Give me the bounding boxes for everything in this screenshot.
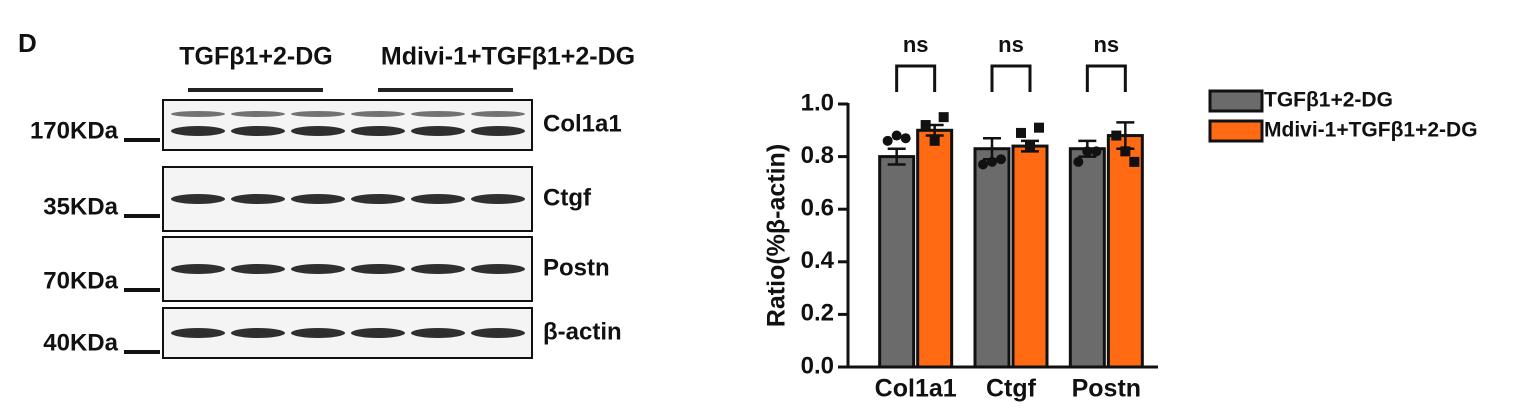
blot-band — [171, 328, 225, 338]
data-point — [987, 156, 997, 167]
y-tick-label: 0.8 — [801, 142, 834, 169]
error-bar — [887, 147, 906, 166]
protein-label: Ctgf — [543, 184, 592, 211]
y-tick-label: 0.4 — [801, 247, 835, 274]
marker-label: 70KDa — [43, 267, 118, 294]
data-point — [938, 112, 949, 123]
x-tick-label: Postn — [1072, 375, 1141, 403]
blot-band — [291, 111, 345, 117]
blot-box — [162, 307, 533, 359]
bar — [1068, 147, 1106, 369]
blot-band — [471, 194, 525, 204]
data-point — [891, 130, 902, 141]
legend-label: Mdivi-1+TGFβ1+2-DG — [1264, 119, 1478, 142]
bar — [973, 147, 1011, 369]
legend-swatch — [1208, 89, 1264, 113]
blot-band — [171, 111, 225, 117]
significance-bracket — [1085, 64, 1127, 92]
y-tick-label: 0.0 — [801, 352, 834, 379]
group-label: Mdivi-1+TGFβ1+2-DG — [381, 43, 635, 71]
y-axis-label: Ratio(%β-actin) — [763, 144, 791, 327]
blot-band — [411, 126, 465, 136]
blot-band — [411, 194, 465, 204]
bar — [1011, 144, 1049, 369]
y-tick-label: 0.2 — [801, 300, 834, 327]
protein-label: Col1a1 — [543, 110, 622, 137]
blot-band — [471, 328, 525, 338]
blot-band — [231, 194, 285, 204]
data-point — [1091, 146, 1102, 157]
blot-band — [171, 264, 225, 274]
blot-band — [351, 194, 405, 204]
legend-label: TGFβ1+2-DG — [1264, 89, 1393, 112]
blot-band — [471, 126, 525, 136]
data-point — [1025, 141, 1035, 152]
data-point — [920, 120, 931, 131]
bar — [1106, 134, 1144, 369]
annotation: ns — [998, 32, 1024, 57]
data-point — [1120, 146, 1131, 157]
blot-band — [231, 264, 285, 274]
panel-label: D — [18, 28, 37, 58]
blot-band — [351, 264, 405, 274]
significance-bracket — [990, 64, 1032, 92]
blot-band — [171, 194, 225, 204]
marker-label: 170KDa — [30, 117, 119, 144]
data-point — [1129, 156, 1140, 167]
data-point — [1082, 146, 1093, 157]
annotation: ns — [903, 32, 929, 57]
blot-band — [411, 264, 465, 274]
data-point — [1034, 122, 1044, 133]
y-tick-label: 1.0 — [801, 89, 834, 116]
marker-label: 35KDa — [43, 193, 118, 220]
significance-bracket — [895, 64, 937, 92]
blot-band — [231, 126, 285, 136]
legend-swatch — [1208, 119, 1264, 143]
blot-box — [162, 99, 533, 151]
blot-band — [291, 328, 345, 338]
group-label: TGFβ1+2-DG — [179, 43, 332, 71]
data-point — [1111, 130, 1122, 141]
blot-band — [471, 264, 525, 274]
data-point — [996, 154, 1006, 165]
data-point — [978, 159, 988, 170]
bar — [916, 128, 954, 369]
blot-band — [231, 328, 285, 338]
protein-label: β-actin — [543, 318, 622, 345]
blot-band — [411, 328, 465, 338]
data-point — [929, 135, 940, 146]
data-point — [900, 133, 911, 144]
blot-band — [231, 111, 285, 117]
blot-band — [171, 126, 225, 136]
blot-band — [351, 328, 405, 338]
blot-band — [411, 111, 465, 117]
x-tick-label: Ctgf — [986, 375, 1037, 403]
data-point — [1016, 127, 1026, 138]
protein-label: Postn — [543, 254, 610, 281]
blot-band — [291, 126, 345, 136]
x-tick-label: Col1a1 — [875, 375, 957, 403]
data-point — [882, 135, 893, 146]
bar — [878, 155, 916, 369]
blot-band — [291, 194, 345, 204]
blot-band — [291, 264, 345, 274]
marker-label: 40KDa — [43, 329, 118, 356]
blot-band — [351, 126, 405, 136]
annotation: ns — [1093, 32, 1119, 57]
blot-band — [351, 111, 405, 117]
data-point — [1073, 156, 1084, 167]
blot-band — [471, 111, 525, 117]
y-tick-label: 0.6 — [801, 195, 834, 222]
